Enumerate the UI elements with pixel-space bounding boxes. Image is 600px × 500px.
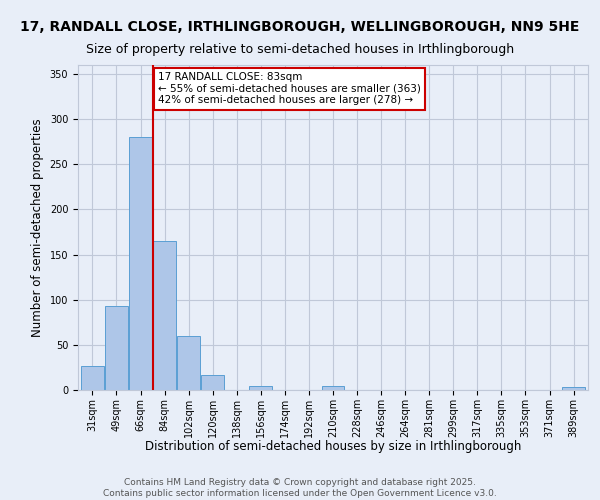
Bar — [201, 374, 224, 390]
Bar — [129, 137, 152, 390]
X-axis label: Distribution of semi-detached houses by size in Irthlingborough: Distribution of semi-detached houses by … — [145, 440, 521, 453]
Text: 17 RANDALL CLOSE: 83sqm
← 55% of semi-detached houses are smaller (363)
42% of s: 17 RANDALL CLOSE: 83sqm ← 55% of semi-de… — [158, 72, 421, 106]
Bar — [322, 386, 344, 390]
Text: Contains HM Land Registry data © Crown copyright and database right 2025.
Contai: Contains HM Land Registry data © Crown c… — [103, 478, 497, 498]
Bar — [562, 388, 585, 390]
Bar — [177, 336, 200, 390]
Bar — [250, 386, 272, 390]
Bar — [153, 241, 176, 390]
Text: Size of property relative to semi-detached houses in Irthlingborough: Size of property relative to semi-detach… — [86, 42, 514, 56]
Y-axis label: Number of semi-detached properties: Number of semi-detached properties — [31, 118, 44, 337]
Bar — [105, 306, 128, 390]
Bar — [81, 366, 104, 390]
Text: 17, RANDALL CLOSE, IRTHLINGBOROUGH, WELLINGBOROUGH, NN9 5HE: 17, RANDALL CLOSE, IRTHLINGBOROUGH, WELL… — [20, 20, 580, 34]
